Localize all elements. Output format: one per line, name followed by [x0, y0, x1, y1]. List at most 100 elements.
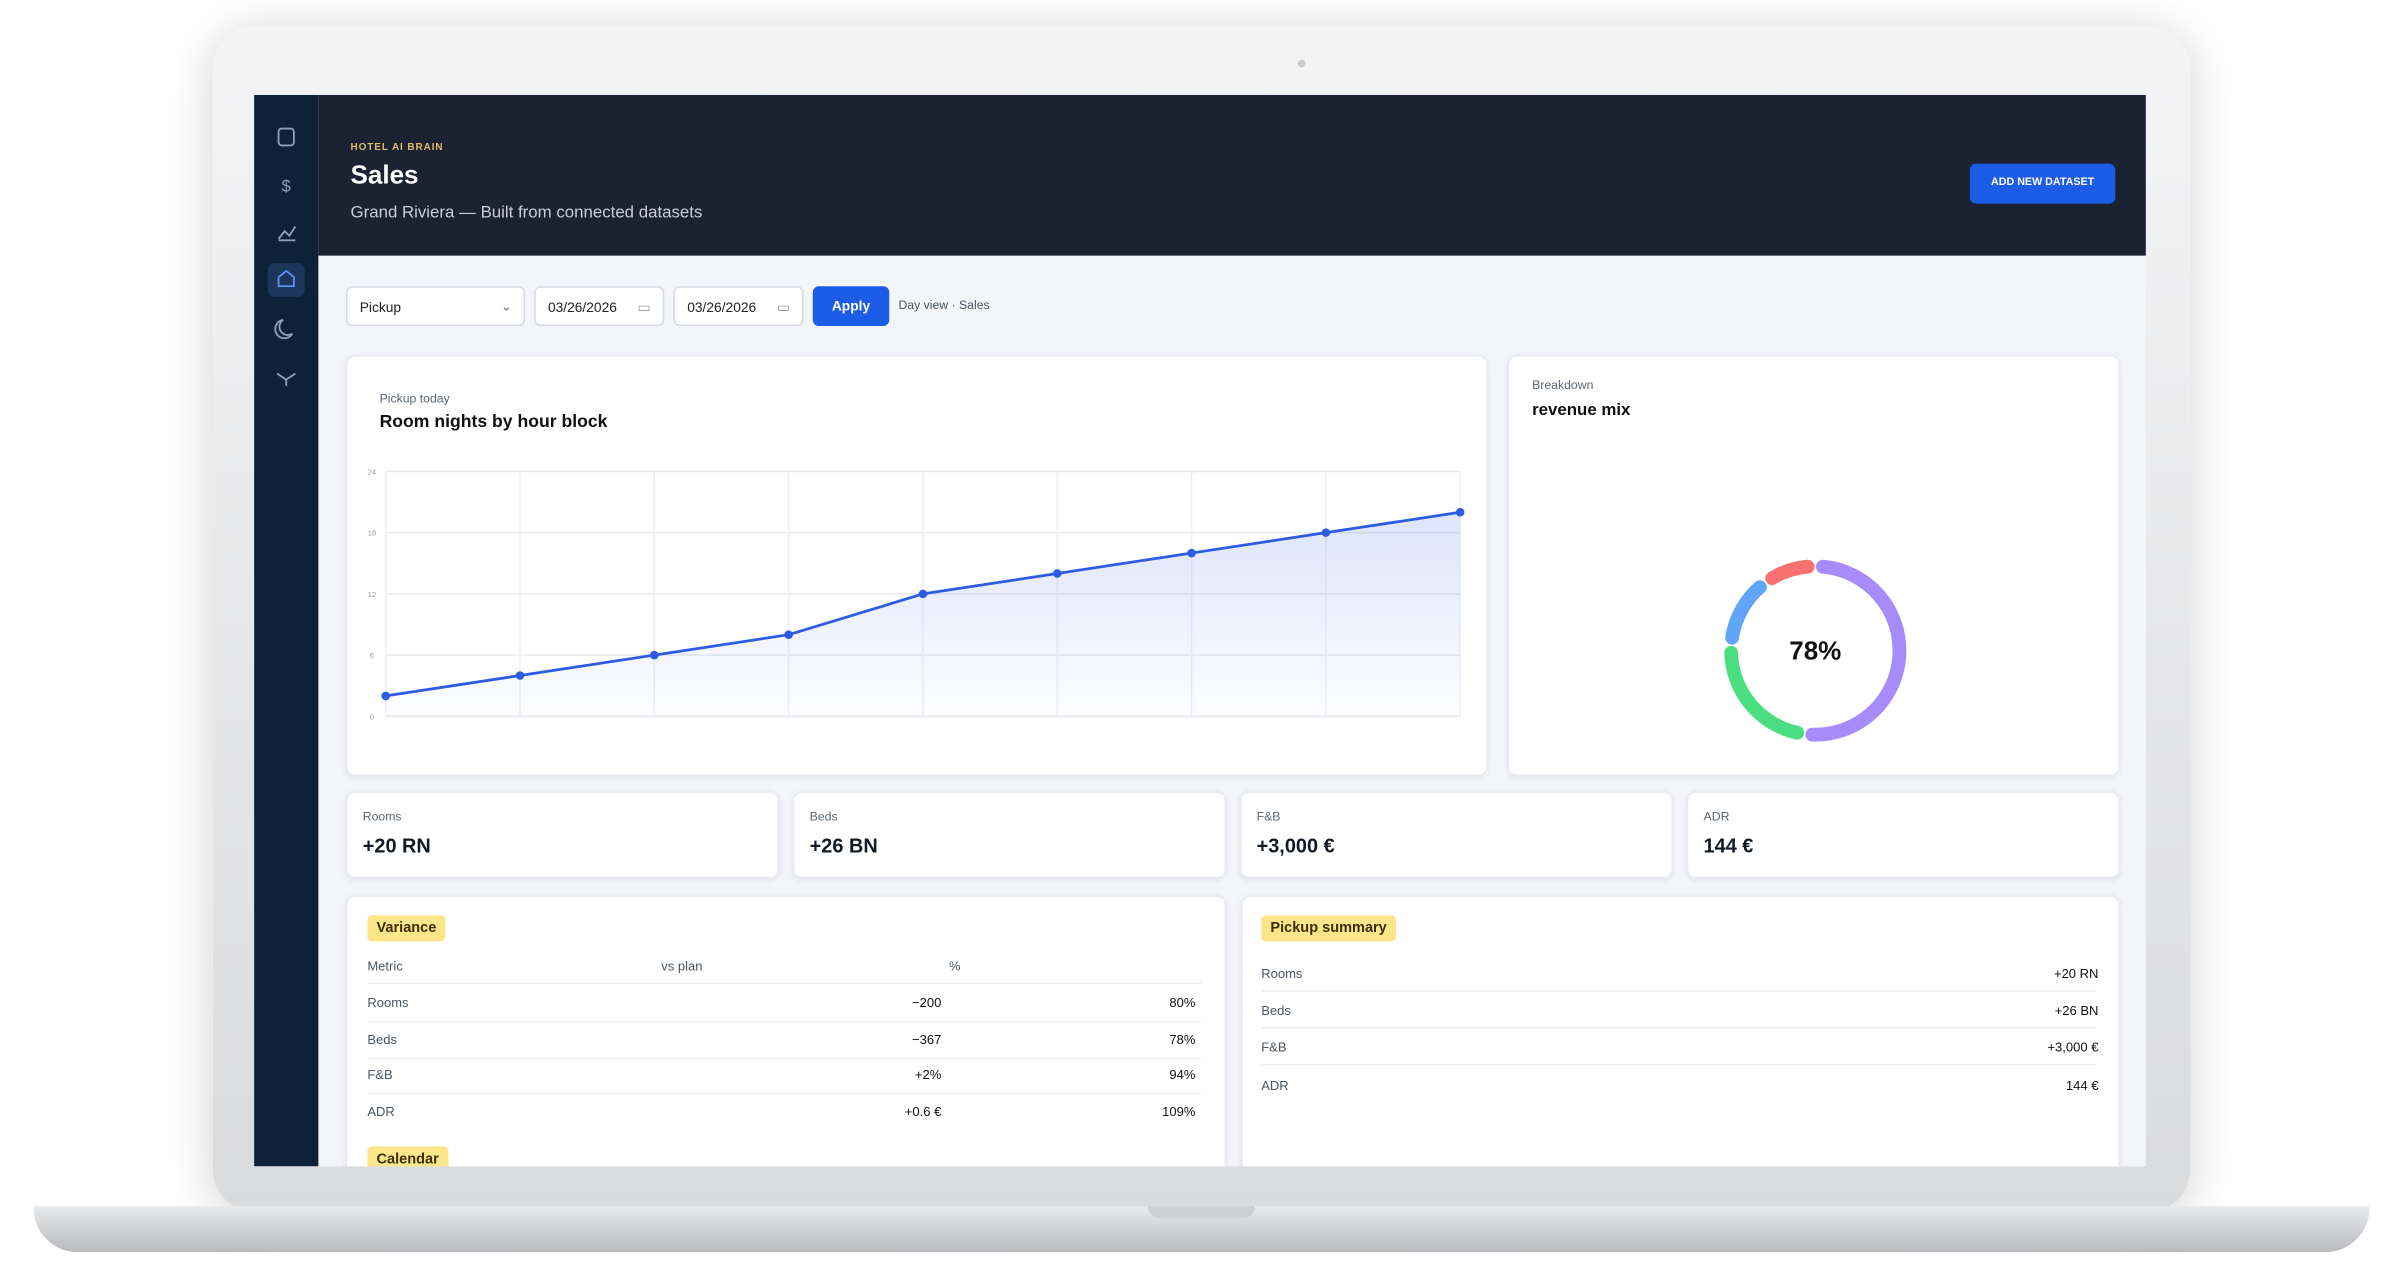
chart-title: Room nights by hour block [379, 413, 608, 432]
point [784, 630, 793, 639]
center-label: 78% [1789, 636, 1841, 666]
point [1455, 507, 1465, 517]
kpi-card: F&B +3,000 € [1239, 791, 1673, 879]
divider [1261, 1027, 2097, 1029]
chevron: ⌄ [500, 299, 512, 314]
nav-icon[interactable] [277, 226, 297, 242]
kpi-card: Beds +26 BN [792, 791, 1227, 879]
nav-icon[interactable] [274, 318, 294, 340]
point [918, 589, 928, 599]
base-notch [1147, 1206, 1256, 1219]
header: HOTEL AI BRAIN Sales Grand Riviera — Bui… [318, 94, 2146, 256]
view-label: Day view · Sales [898, 298, 990, 313]
row-value: +0.6 € [904, 1103, 942, 1120]
divider [367, 1057, 1202, 1059]
line-chart-card: Pickup today Room nights by hour block 0… [345, 355, 1488, 777]
y-tick-label: 18 [368, 529, 377, 538]
kpi-card: ADR 144 € [1686, 791, 2120, 879]
y-tick-label: 12 [368, 590, 377, 599]
row-percent: 109% [1162, 1103, 1196, 1120]
point [515, 671, 525, 680]
chart-subtitle: Pickup today [379, 391, 450, 406]
y-tick-label: 0 [370, 712, 374, 721]
point [1321, 528, 1331, 537]
area [385, 512, 1461, 717]
kpi-label: ADR [1703, 809, 1730, 824]
page-title: Sales [350, 160, 419, 190]
pickup-summary-tag: Pickup summary [1261, 915, 1396, 942]
date-from[interactable]: 03/26/2026 ▭ [534, 286, 665, 327]
sidebar: $ [254, 94, 319, 1167]
calendar-icon: ▭ [776, 299, 790, 316]
nav-icon[interactable] [277, 269, 295, 288]
donut-chart: 78%52%Rooms24%F&B14%Events10%Spa [1724, 559, 1907, 742]
camera [1297, 59, 1306, 68]
calendar-icon: ▭ [637, 299, 651, 316]
y-tick-label: 6 [370, 651, 374, 660]
divider [1261, 1064, 2097, 1066]
brand: HOTEL AI BRAIN [350, 142, 444, 154]
donut-segment [1725, 580, 1767, 645]
row-percent: 80% [1169, 994, 1196, 1011]
row-value: −200 [911, 994, 942, 1011]
kpi-label: Rooms [362, 809, 402, 824]
column-header: Metric [367, 958, 403, 974]
screen: $ HOTEL AI BRAIN Sales Grand Riviera — B… [254, 94, 2146, 1167]
row-percent: 78% [1169, 1031, 1196, 1047]
donut-card: Breakdown revenue mix 78%52%Rooms24%F&B1… [1507, 355, 2120, 777]
divider [1261, 990, 2097, 992]
nav-icon[interactable]: $ [282, 176, 292, 195]
row-value: 144 € [2065, 1076, 2099, 1093]
kpi-value: +26 BN [809, 834, 878, 858]
nav-icon[interactable] [277, 127, 295, 147]
kpi-label: F&B [1256, 809, 1281, 824]
sidebar-icons: $ [267, 127, 305, 386]
column-header: % [948, 958, 961, 974]
point [650, 650, 659, 660]
row-value: +26 BN [2054, 1002, 2099, 1019]
divider [367, 1093, 1202, 1095]
nav-active[interactable] [267, 263, 305, 297]
select-value: Pickup [359, 299, 402, 316]
variance-tag: Variance [367, 915, 446, 942]
add-dataset-button[interactable]: ADD NEW DATASET [1969, 163, 2116, 204]
row-label: F&B [367, 1067, 393, 1083]
point [1052, 569, 1062, 578]
chart-title: revenue mix [1532, 401, 1631, 420]
date-value: 03/26/2026 [687, 299, 757, 316]
kpi-value: +3,000 € [1256, 834, 1335, 858]
pickup-summary-card: Pickup summary Rooms +20 RN Beds +26 BN F&B +… [1241, 895, 2120, 1167]
divider [367, 1020, 1202, 1023]
row-label: Beds [367, 1031, 397, 1047]
variance-card: Variance Metric vs plan% Rooms −200 80% Beds −… [345, 895, 1227, 1167]
row-value: +3,000 € [2047, 1039, 2099, 1056]
column-header: vs plan [661, 958, 703, 974]
donut-segment [1765, 559, 1815, 586]
date-value: 03/26/2026 [547, 299, 617, 316]
line-chart: 0 6 12 18 24 [368, 467, 1465, 721]
row-label: Rooms [367, 994, 409, 1011]
kpi-card: Rooms +20 RN [345, 791, 780, 879]
kpi-label: Beds [809, 809, 838, 824]
row-value: +20 RN [2053, 965, 2099, 982]
row-value: −367 [911, 1031, 942, 1047]
row-label: F&B [1261, 1039, 1287, 1056]
date-to[interactable]: 03/26/2026 ▭ [673, 286, 804, 327]
kpi-value: 144 € [1703, 834, 1754, 858]
y-tick-label: 24 [368, 467, 377, 476]
row-label: Beds [1261, 1002, 1291, 1019]
metric-select[interactable]: Pickup ⌄ [345, 286, 525, 327]
row-label: ADR [1261, 1076, 1289, 1093]
kpi-value: +20 RN [362, 834, 431, 858]
page-subtitle: Grand Riviera — Built from connected dat… [350, 203, 703, 222]
row-label: Rooms [1261, 965, 1303, 982]
row-percent: 94% [1169, 1067, 1196, 1083]
nav-icon[interactable] [276, 372, 296, 386]
donut-segment [1805, 559, 1907, 742]
donut-segment [1724, 645, 1805, 740]
divider [367, 982, 1202, 985]
chart-subtitle: Breakdown [1532, 378, 1594, 392]
apply-button[interactable]: Apply [812, 286, 890, 327]
